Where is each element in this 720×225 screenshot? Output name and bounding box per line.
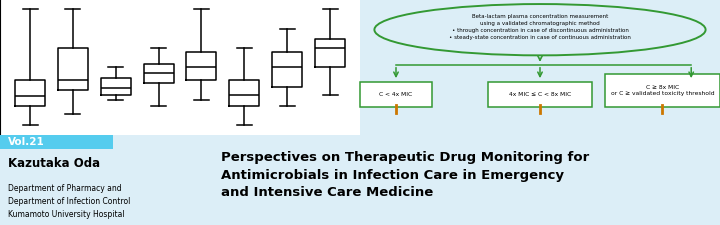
Text: C < 4x MIC: C < 4x MIC <box>379 92 413 97</box>
Text: C ≥ 8x MIC
or C ≥ validated toxicity threshold: C ≥ 8x MIC or C ≥ validated toxicity thr… <box>611 85 714 96</box>
FancyBboxPatch shape <box>488 82 593 107</box>
Text: Department of Pharmacy and
Department of Infection Control
Kumamoto University H: Department of Pharmacy and Department of… <box>8 184 130 219</box>
Text: Beta-lactam plasma concentration measurement
using a validated chromatographic m: Beta-lactam plasma concentration measure… <box>449 14 631 40</box>
Text: 4x MIC ≤ C < 8x MIC: 4x MIC ≤ C < 8x MIC <box>509 92 571 97</box>
Text: Vol.21: Vol.21 <box>8 137 45 147</box>
Text: Perspectives on Therapeutic Drug Monitoring for
Antimicrobials in Infection Care: Perspectives on Therapeutic Drug Monitor… <box>220 151 589 200</box>
FancyBboxPatch shape <box>360 82 432 107</box>
Text: Kazutaka Oda: Kazutaka Oda <box>8 157 100 170</box>
FancyBboxPatch shape <box>605 74 720 107</box>
FancyBboxPatch shape <box>0 135 113 149</box>
